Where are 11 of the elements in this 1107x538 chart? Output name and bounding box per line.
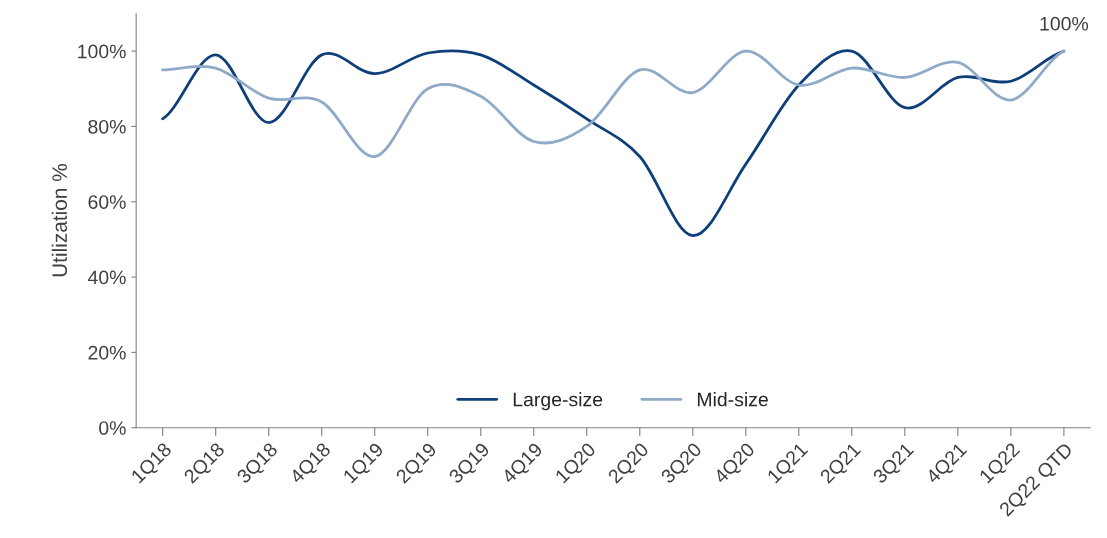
line-series bbox=[161, 49, 1066, 158]
y-tick-label: 60% bbox=[88, 195, 126, 209]
annotation: 100% bbox=[1040, 16, 1089, 31]
y-axis-title: Utilization % bbox=[51, 164, 68, 277]
y-tick-label: 20% bbox=[88, 345, 126, 360]
y-tick-label: 40% bbox=[87, 270, 126, 285]
y-tick-label: 100% bbox=[78, 44, 126, 59]
y-tick-label: 80% bbox=[88, 119, 126, 134]
y-tick-label: 0% bbox=[99, 421, 126, 435]
legend-label: Large-size bbox=[513, 392, 603, 411]
legend-label: Mid-size bbox=[697, 392, 768, 407]
